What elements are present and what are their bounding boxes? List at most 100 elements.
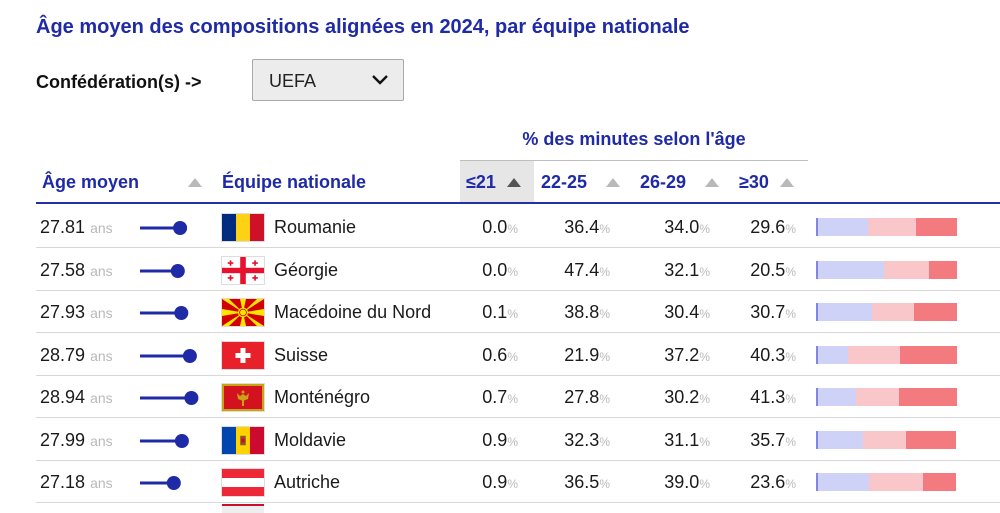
- bar-segment-22-25: [817, 218, 869, 236]
- flag-montenegro-icon: [222, 384, 264, 411]
- bar-segment-u21: [816, 260, 818, 279]
- team-name[interactable]: Moldavie: [274, 429, 347, 450]
- pct-30-plus: 40.3%: [750, 344, 796, 365]
- age-value-cell: 27.58 ans: [40, 249, 113, 291]
- header-divider: [36, 202, 1000, 204]
- age-value: 27.93: [40, 302, 86, 322]
- bar-segment-22-25: [817, 260, 884, 279]
- age-value-cell: 27.99 ans: [40, 419, 113, 461]
- sort-26-29-icon[interactable]: [705, 178, 719, 187]
- table-row: 27.99 ans Moldavie 0.9% 32.3% 31.1% 35.7%: [36, 419, 1000, 461]
- age-unit: ans: [90, 262, 113, 279]
- column-header-30-plus[interactable]: ≥30: [739, 172, 769, 192]
- age-value: 27.58: [40, 259, 86, 280]
- age-lollipop: [140, 433, 189, 448]
- sort-30-plus-icon[interactable]: [780, 178, 794, 187]
- age-lollipop: [140, 221, 188, 235]
- confederation-select[interactable]: UEFA: [252, 59, 404, 101]
- pct-26-29: 30.4%: [664, 302, 710, 322]
- age-value-cell: 27.18 ans: [40, 461, 113, 503]
- pct-22-25: 47.4%: [564, 259, 610, 280]
- sort-22-25-icon[interactable]: [606, 178, 620, 187]
- pct-u21: 0.9%: [482, 429, 518, 450]
- pct-u21: 0.6%: [482, 344, 518, 365]
- age-value: 28.94: [40, 387, 86, 407]
- table-row: 27.93 ans Macédoine du Nord 0.1% 38.8% 30.4%…: [36, 291, 1000, 333]
- bar-segment-30-plus: [923, 473, 957, 491]
- age-value-cell: 28.94 ans: [40, 376, 113, 418]
- bar-segment-30-plus: [916, 218, 958, 236]
- bar-segment-26-29: [868, 473, 924, 491]
- bar-segment-26-29: [883, 260, 929, 279]
- age-unit: ans: [90, 347, 113, 364]
- pct-30-plus: 35.7%: [750, 429, 796, 450]
- column-header-u21[interactable]: ≤21: [466, 172, 496, 192]
- confederation-label: Confédération(s) ->: [36, 72, 202, 92]
- pct-30-plus: 29.6%: [750, 217, 796, 237]
- age-unit: ans: [90, 220, 113, 236]
- pct-22-25: 32.3%: [564, 429, 610, 450]
- age-distribution-bar: [816, 345, 957, 364]
- age-unit: ans: [90, 475, 113, 491]
- team-name[interactable]: Autriche: [274, 472, 341, 492]
- age-distribution-bar: [816, 430, 957, 449]
- pct-22-25: 36.5%: [564, 472, 610, 492]
- pct-22-25: 38.8%: [564, 302, 610, 322]
- table-row: 28.79 ans Suisse 0.6% 21.9% 37.2% 40.3%: [36, 334, 1000, 376]
- page-title: Âge moyen des compositions alignées en 2…: [36, 16, 690, 38]
- bar-segment-30-plus: [900, 345, 957, 364]
- pct-30-plus: 23.6%: [750, 472, 796, 492]
- column-header-age[interactable]: Âge moyen: [42, 172, 140, 192]
- bar-segment-u21: [816, 345, 818, 364]
- team-name[interactable]: Macédoine du Nord: [274, 302, 432, 322]
- bar-segment-u21: [816, 303, 818, 321]
- bar-segment-30-plus: [906, 430, 957, 449]
- bar-segment-u21: [816, 473, 818, 491]
- age-value: 28.79: [40, 344, 86, 365]
- age-value: 27.81: [40, 217, 86, 237]
- table-row: 28.94 ans Monténégro 0.7% 27.8% 30.2% 41.3%: [36, 376, 1000, 418]
- pct-30-plus: 41.3%: [750, 387, 796, 407]
- flag-north-macedonia-icon: [222, 299, 264, 326]
- age-distribution-bar: [816, 303, 958, 321]
- pct-26-29: 30.2%: [664, 387, 710, 407]
- pct-26-29: 39.0%: [664, 472, 710, 492]
- flag-romania-icon: [222, 214, 264, 241]
- sort-u21-icon[interactable]: [507, 178, 521, 187]
- team-name[interactable]: Suisse: [274, 344, 329, 365]
- chevron-down-icon: [372, 75, 388, 85]
- column-header-team[interactable]: Équipe nationale: [222, 172, 367, 192]
- column-header-22-25[interactable]: 22-25: [541, 172, 588, 192]
- pct-u21: 0.0%: [482, 217, 518, 237]
- flag-moldova-icon: [222, 426, 264, 454]
- flag-georgia-icon: [222, 256, 264, 284]
- age-lollipop: [140, 263, 185, 278]
- pct-30-plus: 20.5%: [750, 259, 796, 280]
- sort-age-icon[interactable]: [188, 178, 202, 187]
- pct-u21: 0.7%: [482, 387, 518, 407]
- bar-segment-26-29: [871, 303, 915, 321]
- group-header-divider: [460, 160, 808, 161]
- bar-segment-26-29: [868, 218, 917, 236]
- bar-segment-u21: [816, 430, 818, 449]
- age-lollipop: [140, 348, 197, 363]
- team-name[interactable]: Monténégro: [274, 387, 371, 407]
- age-distribution-bar: [816, 260, 958, 279]
- age-value-cell: 27.81 ans: [40, 206, 113, 248]
- bar-segment-22-25: [817, 345, 849, 364]
- table-row: 27.18 ans Autriche 0.9% 36.5% 39.0% 23.6%: [36, 461, 1000, 503]
- bar-segment-30-plus: [898, 388, 957, 406]
- age-value-cell: 28.79 ans: [40, 334, 113, 376]
- table-row: 27.81 ans Roumanie 0.0% 36.4% 34.0% 29.6%: [36, 206, 1000, 248]
- age-unit: ans: [90, 305, 113, 321]
- age-value: 27.99: [40, 429, 86, 450]
- age-distribution-bar: [816, 473, 957, 491]
- partial-next-row-flag: [222, 504, 264, 513]
- team-name[interactable]: Roumanie: [274, 217, 357, 237]
- bar-segment-30-plus: [928, 260, 958, 279]
- age-unit: ans: [90, 432, 113, 449]
- team-name[interactable]: Géorgie: [274, 259, 339, 280]
- column-header-26-29[interactable]: 26-29: [640, 172, 687, 192]
- pct-22-25: 36.4%: [564, 217, 610, 237]
- pct-u21: 0.9%: [482, 472, 518, 492]
